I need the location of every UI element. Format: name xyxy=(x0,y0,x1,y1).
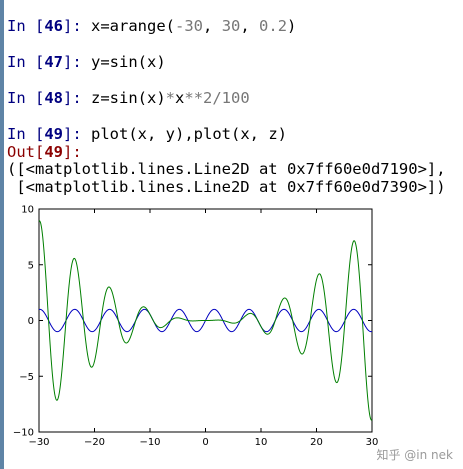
y-tick-label: 0 xyxy=(28,316,34,327)
y-tick-label: 10 xyxy=(21,205,34,216)
x-tick-label: 0 xyxy=(202,437,208,448)
y-tick-label: −10 xyxy=(13,428,34,439)
y-tick-label: −5 xyxy=(19,372,34,383)
y-tick-label: 5 xyxy=(28,260,34,271)
x-tick-label: 20 xyxy=(310,437,323,448)
x-tick-label: −10 xyxy=(139,437,160,448)
x-tick-label: 10 xyxy=(255,437,268,448)
x-tick-label: −20 xyxy=(84,437,105,448)
watermark-text: 知乎 @in nek xyxy=(376,446,453,463)
x-tick-label: −30 xyxy=(28,437,49,448)
series-line-2 xyxy=(39,221,372,420)
